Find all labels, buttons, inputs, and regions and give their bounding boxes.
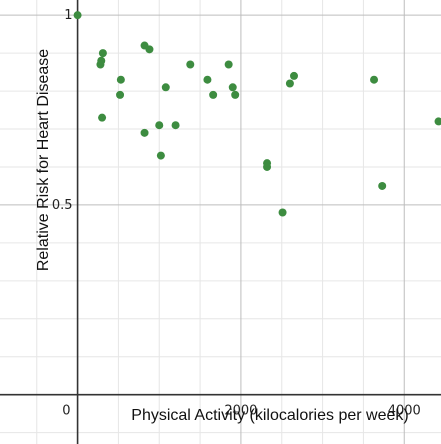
data-point (171, 121, 180, 130)
data-points (73, 11, 441, 217)
y-axis-label: Relative Risk for Heart Disease (35, 49, 52, 271)
data-point (73, 11, 82, 20)
data-point (156, 151, 165, 160)
tick-labels: 0 2000 4000 0.5 1 (52, 8, 421, 418)
x-axis-label: Physical Activity (kilocalories per week… (131, 407, 408, 424)
data-point (97, 56, 106, 65)
data-point (378, 181, 387, 190)
x-tick-label: 0 (62, 404, 70, 419)
data-point (140, 128, 149, 137)
data-point (203, 75, 212, 84)
data-point (228, 83, 237, 92)
data-point (290, 71, 298, 80)
data-point (145, 45, 154, 54)
x-tick-label: 2000 (224, 404, 257, 419)
data-point (434, 117, 441, 126)
data-point (285, 79, 294, 88)
x-tick-label: 4000 (388, 404, 421, 419)
data-point (161, 83, 170, 92)
data-point (116, 90, 125, 99)
data-point (155, 121, 164, 130)
data-point (98, 113, 107, 122)
data-point (370, 75, 379, 84)
data-point (278, 208, 287, 217)
data-point (98, 49, 107, 58)
data-point (116, 75, 125, 84)
data-point (231, 90, 240, 99)
y-tick-label: 1 (64, 8, 72, 23)
data-point (263, 162, 272, 171)
data-point (224, 60, 233, 69)
data-point (209, 90, 218, 99)
data-point (186, 60, 195, 69)
y-tick-label: 0.5 (52, 198, 73, 213)
